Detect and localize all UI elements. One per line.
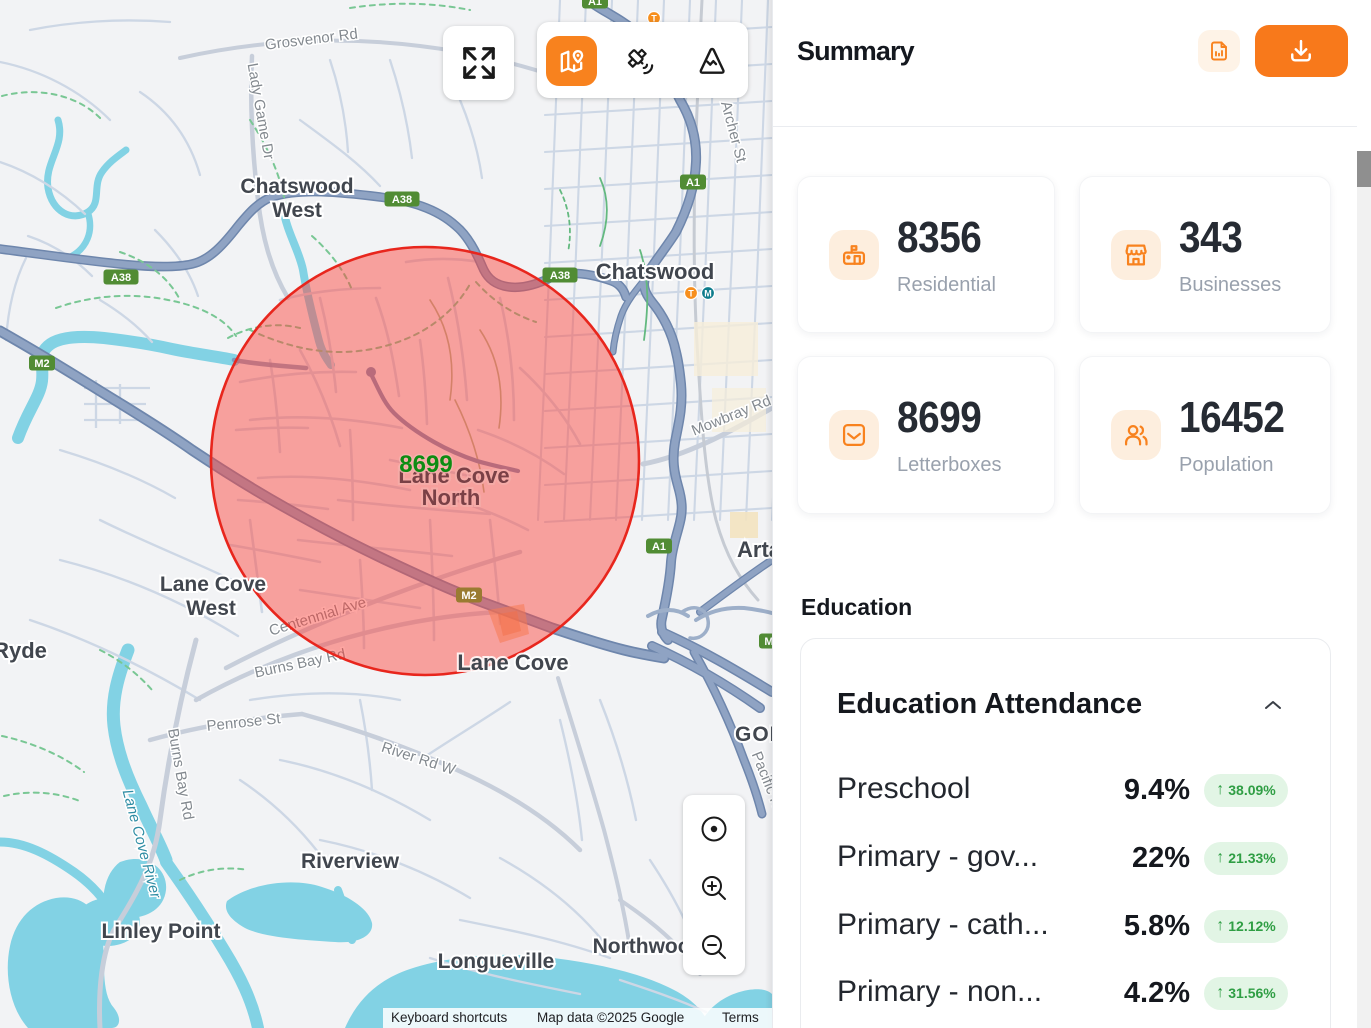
svg-text:Ryde: Ryde xyxy=(0,638,47,663)
svg-text:Lane Cove: Lane Cove xyxy=(398,463,509,488)
svg-text:A1: A1 xyxy=(588,0,602,8)
svg-text:Linley Point: Linley Point xyxy=(101,920,220,943)
svg-text:Riverview: Riverview xyxy=(301,850,400,873)
svg-text:GORE: GORE xyxy=(735,723,772,746)
svg-text:A38: A38 xyxy=(111,272,131,284)
svg-text:M: M xyxy=(704,289,712,299)
svg-text:Chatswood: Chatswood xyxy=(596,259,715,284)
svg-text:M2: M2 xyxy=(461,590,476,602)
svg-text:T: T xyxy=(651,14,657,24)
svg-text:M2: M2 xyxy=(34,358,49,370)
svg-text:M2: M2 xyxy=(764,636,772,648)
svg-text:Artarmon: Artarmon xyxy=(737,537,772,562)
svg-text:West: West xyxy=(272,199,322,222)
svg-text:A1: A1 xyxy=(686,177,700,189)
svg-text:Lane Cove: Lane Cove xyxy=(160,573,266,596)
svg-text:Chatswood: Chatswood xyxy=(240,175,353,198)
svg-text:T: T xyxy=(688,289,694,299)
svg-text:West: West xyxy=(186,597,236,620)
svg-text:Lane Cove: Lane Cove xyxy=(457,650,568,675)
svg-text:A1: A1 xyxy=(652,541,666,553)
svg-text:A38: A38 xyxy=(550,270,570,282)
svg-text:8699: 8699 xyxy=(399,451,452,478)
svg-text:North: North xyxy=(422,485,481,510)
svg-text:Longueville: Longueville xyxy=(438,950,555,973)
svg-text:A38: A38 xyxy=(392,194,412,206)
